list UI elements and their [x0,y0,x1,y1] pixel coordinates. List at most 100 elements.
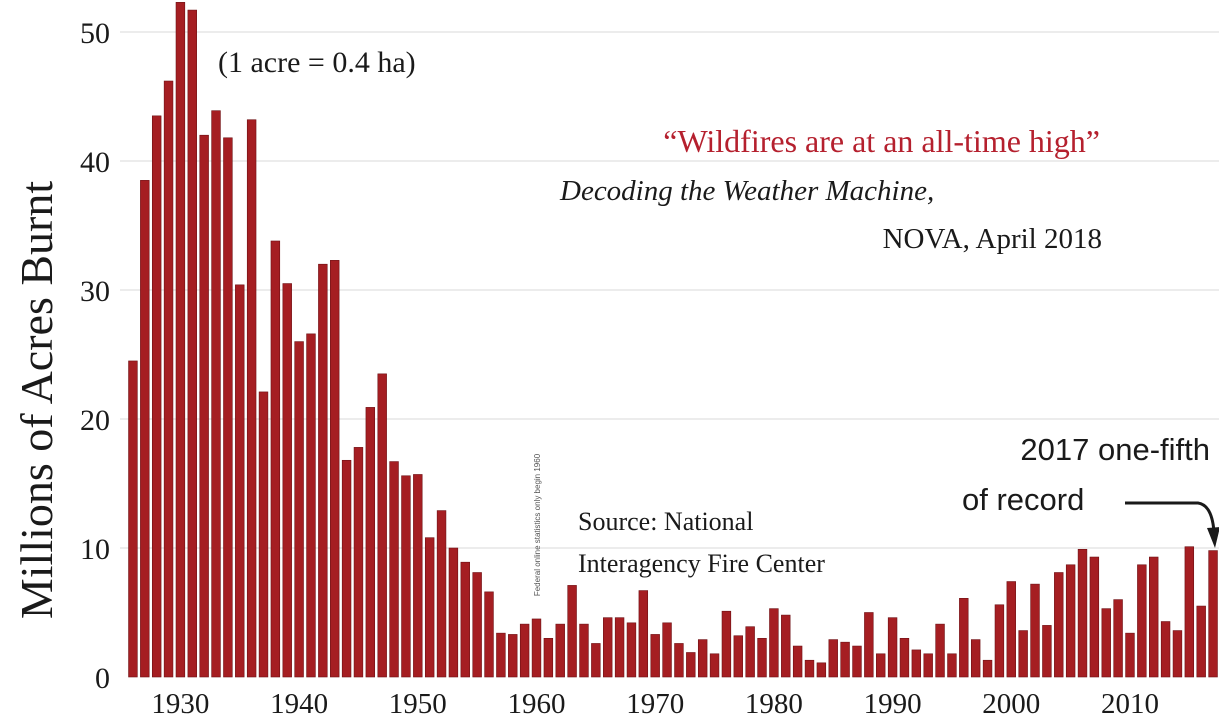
bar-1985 [828,639,838,678]
vertical-federal-note: Federal online statistics only begin 196… [533,453,542,596]
bar-1970 [650,634,660,678]
bar-1973 [686,652,696,678]
bar-1959 [519,623,530,678]
bar-1942 [318,263,328,678]
bar-1975 [709,653,720,678]
bar-1930 [175,2,186,678]
bar-2015 [1184,546,1195,678]
bar-1948 [389,461,399,678]
bar-1978 [745,626,755,678]
bar-1964 [579,623,589,678]
y-tick-0: 0 [95,662,110,695]
bar-1961 [543,637,554,678]
bar-1974 [697,639,708,678]
bar-2007 [1089,556,1100,678]
bars [128,2,1218,678]
quote-text: “Wildfires are at an all-time high” [663,123,1100,159]
record-note-line-2: of record [962,482,1084,517]
x-tick-2010: 2010 [1101,688,1159,720]
bar-2000 [1006,581,1016,678]
conversion-note: (1 acre = 0.4 ha) [218,46,416,79]
bar-1947 [377,373,387,678]
x-tick-labels: 1930 1940 1950 1960 1970 1980 1990 2000 2010 [151,688,1159,720]
bar-1943 [330,260,340,678]
bar-2005 [1065,564,1076,678]
bar-1965 [591,643,601,678]
bar-1984 [816,662,827,678]
record-arrowhead [1207,527,1219,548]
bar-1938 [270,240,281,678]
bar-1946 [365,407,376,678]
y-axis-label: Millions of Acres Burnt [11,181,62,619]
bar-1932 [199,134,209,678]
bar-1928 [151,115,162,678]
y-tick-30: 30 [80,275,110,308]
bar-1933 [211,110,221,678]
bar-1971 [662,622,672,678]
bar-1957 [496,632,506,678]
x-tick-1940: 1940 [270,688,328,720]
bar-1954 [460,561,470,678]
bar-1983 [804,659,815,678]
x-tick-2000: 2000 [982,688,1040,720]
x-tick-1960: 1960 [508,688,566,720]
bar-1972 [674,643,684,678]
bar-1960 [531,618,542,678]
bar-2013 [1160,621,1171,678]
bar-1941 [306,333,316,678]
bar-1939 [282,283,292,678]
bar-2006 [1077,548,1088,678]
bar-1976 [721,610,732,678]
bar-1988 [864,612,874,678]
bar-1994 [935,623,945,678]
quote-source: NOVA, April 2018 [883,223,1102,255]
bar-1949 [401,475,411,678]
bar-1969 [638,590,649,678]
bar-1998 [982,659,993,678]
bar-1958 [508,634,518,678]
record-note-line-1: 2017 one-fifth [1020,432,1210,467]
bar-1955 [472,572,482,678]
bar-1953 [448,547,459,678]
bar-1935 [235,284,245,678]
bar-1977 [733,635,743,678]
y-tick-50: 50 [80,17,110,50]
bar-1987 [852,645,862,678]
bar-1934 [223,137,233,678]
bar-1956 [484,591,494,678]
bar-1989 [876,653,886,678]
bar-1996 [959,598,969,678]
x-tick-1930: 1930 [151,688,209,720]
y-tick-20: 20 [80,404,110,437]
bar-1926 [128,360,138,678]
bar-1997 [970,639,981,678]
x-tick-1950: 1950 [389,688,447,720]
y-tick-10: 10 [80,533,110,566]
bar-1993 [923,653,933,678]
bar-1991 [899,637,910,678]
bar-1963 [567,585,577,678]
bar-1952 [436,510,447,678]
record-arrow [1125,501,1216,533]
x-tick-1980: 1980 [745,688,803,720]
bar-1990 [887,617,898,678]
bar-1927 [140,180,150,678]
bar-1979 [757,637,767,678]
data-source-line-2: Interagency Fire Center [578,549,825,578]
bar-1940 [294,341,304,678]
bar-1967 [614,617,625,678]
bar-2008 [1101,608,1111,678]
bar-1995 [947,653,957,678]
bar-1962 [555,623,565,678]
bar-1982 [792,645,803,678]
bar-1968 [626,622,637,678]
x-tick-1970: 1970 [626,688,684,720]
bar-2011 [1137,564,1147,678]
bar-2017 [1208,550,1218,678]
bar-1929 [163,80,174,678]
y-tick-labels: 0 10 20 30 40 50 [80,17,110,695]
bar-1986 [840,641,850,678]
bar-1936 [246,119,257,678]
bar-2009 [1113,599,1123,678]
bar-2003 [1042,625,1052,678]
